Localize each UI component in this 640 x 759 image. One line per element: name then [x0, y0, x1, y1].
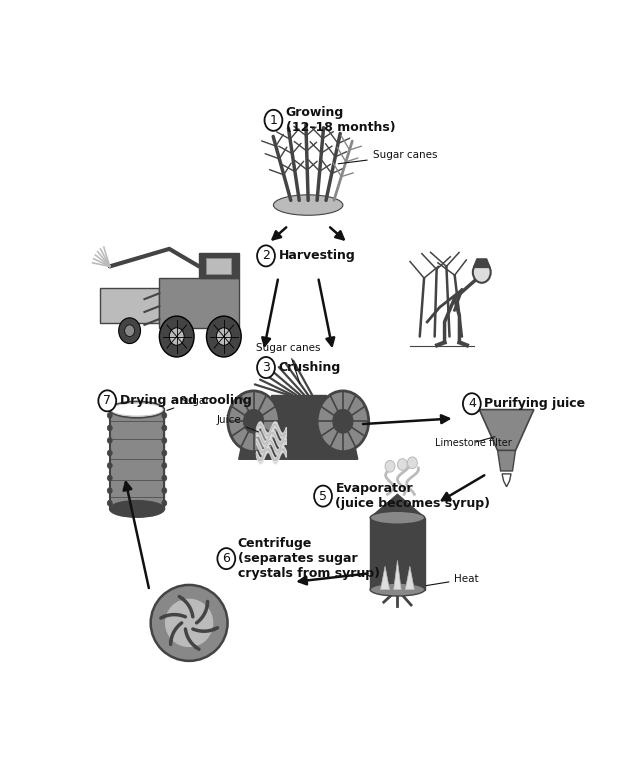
Circle shape: [463, 393, 481, 414]
Circle shape: [317, 391, 369, 452]
Text: Heat: Heat: [426, 574, 479, 586]
Circle shape: [118, 318, 141, 344]
Polygon shape: [159, 278, 239, 328]
Ellipse shape: [110, 402, 164, 417]
Circle shape: [257, 245, 275, 266]
Circle shape: [162, 500, 167, 506]
Ellipse shape: [111, 403, 163, 416]
Polygon shape: [474, 259, 490, 268]
Circle shape: [333, 410, 353, 433]
Circle shape: [108, 463, 112, 468]
Polygon shape: [370, 518, 425, 590]
Polygon shape: [207, 257, 231, 274]
Circle shape: [207, 316, 241, 357]
Ellipse shape: [370, 512, 425, 524]
Ellipse shape: [375, 584, 420, 595]
Circle shape: [108, 425, 112, 431]
Circle shape: [244, 410, 264, 433]
Circle shape: [162, 463, 167, 468]
Circle shape: [162, 488, 167, 493]
Circle shape: [218, 548, 236, 569]
Circle shape: [108, 412, 112, 418]
Text: Purifying juice: Purifying juice: [484, 397, 586, 411]
Text: 6: 6: [222, 552, 230, 565]
Circle shape: [162, 412, 167, 418]
Circle shape: [314, 486, 332, 506]
Circle shape: [108, 437, 112, 443]
Circle shape: [257, 357, 275, 378]
Polygon shape: [381, 566, 390, 590]
Ellipse shape: [370, 583, 425, 596]
Polygon shape: [271, 395, 326, 448]
Circle shape: [216, 328, 231, 345]
Circle shape: [385, 461, 395, 472]
Text: Growing
(12–18 months): Growing (12–18 months): [286, 106, 396, 134]
Text: Juice: Juice: [216, 415, 259, 432]
Circle shape: [473, 262, 491, 283]
Text: Evaporator
(juice becomes syrup): Evaporator (juice becomes syrup): [335, 482, 490, 510]
Text: Sugar: Sugar: [167, 395, 210, 411]
Circle shape: [99, 390, 116, 411]
Circle shape: [108, 475, 112, 481]
Text: 7: 7: [103, 395, 111, 408]
Text: Limestone filter: Limestone filter: [435, 436, 511, 448]
Text: Drying and cooling: Drying and cooling: [120, 395, 252, 408]
Circle shape: [264, 110, 282, 131]
Text: 2: 2: [262, 250, 270, 263]
Circle shape: [162, 475, 167, 481]
Circle shape: [159, 316, 194, 357]
Text: 5: 5: [319, 490, 327, 502]
Polygon shape: [100, 288, 159, 323]
Text: 4: 4: [468, 397, 476, 411]
Polygon shape: [110, 410, 164, 509]
Text: Sugar canes: Sugar canes: [338, 150, 437, 164]
Polygon shape: [502, 474, 511, 487]
Ellipse shape: [164, 598, 214, 647]
Circle shape: [108, 488, 112, 493]
Ellipse shape: [110, 501, 164, 517]
Circle shape: [162, 437, 167, 443]
Polygon shape: [394, 560, 401, 590]
Circle shape: [169, 328, 184, 345]
Text: 1: 1: [269, 114, 277, 127]
Circle shape: [108, 450, 112, 456]
Ellipse shape: [150, 585, 228, 661]
Circle shape: [397, 458, 408, 471]
Text: Crushing: Crushing: [278, 361, 340, 374]
Circle shape: [408, 457, 417, 468]
Circle shape: [162, 450, 167, 456]
Polygon shape: [370, 494, 425, 518]
Text: Sugar canes: Sugar canes: [256, 343, 321, 383]
Ellipse shape: [273, 195, 343, 216]
Circle shape: [162, 425, 167, 431]
Polygon shape: [239, 448, 358, 459]
Polygon shape: [405, 566, 414, 590]
Text: 3: 3: [262, 361, 270, 374]
Text: Centrifuge
(separates sugar
crystals from syrup): Centrifuge (separates sugar crystals fro…: [237, 537, 380, 580]
Polygon shape: [498, 451, 515, 471]
Polygon shape: [479, 410, 534, 451]
Circle shape: [108, 500, 112, 506]
Circle shape: [125, 325, 134, 336]
Text: Harvesting: Harvesting: [278, 250, 355, 263]
Circle shape: [228, 391, 280, 452]
Polygon shape: [199, 253, 239, 278]
